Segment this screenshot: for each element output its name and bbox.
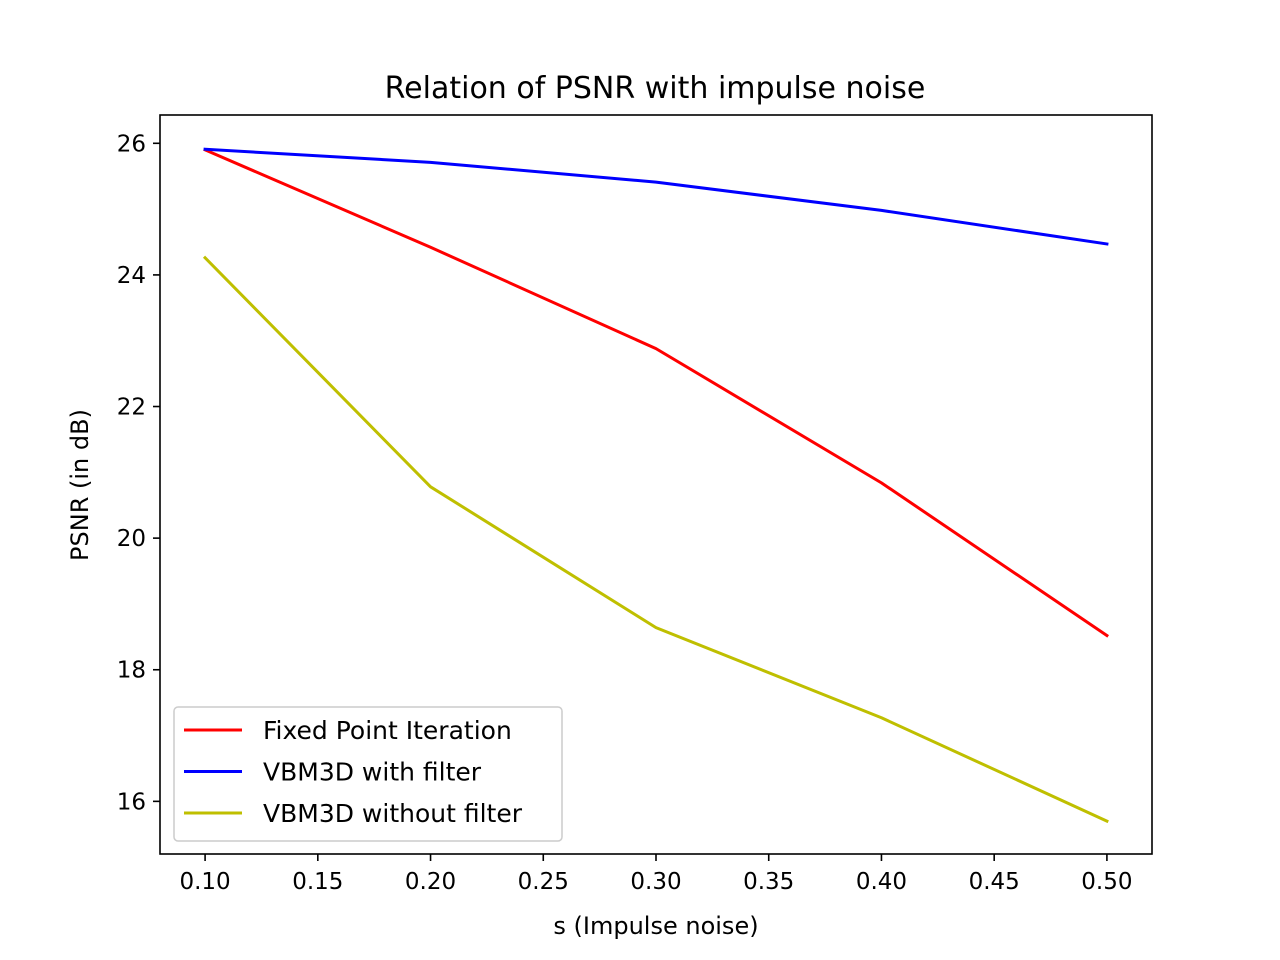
x-axis: 0.10 0.15 0.20 0.25 0.30 0.35 0.40 0.45 0.50 bbox=[179, 854, 1133, 895]
series-line-2 bbox=[203, 147, 1109, 246]
series-line-1 bbox=[203, 147, 1109, 638]
legend-box bbox=[173, 706, 563, 842]
legend-label: VBM3D without filter bbox=[263, 799, 523, 828]
legend: Fixed Point Iteration VBM3D with filter VB… bbox=[173, 706, 563, 842]
x-axis-label: s (Impulse noise) bbox=[553, 912, 758, 940]
x-tick-label: 0.40 bbox=[856, 869, 907, 895]
y-axis-label: PSNR (in dB) bbox=[66, 409, 94, 561]
y-tick-label: 22 bbox=[117, 395, 146, 421]
x-tick-label: 0.35 bbox=[743, 869, 794, 895]
x-tick-label: 0.45 bbox=[969, 869, 1020, 895]
x-tick-label: 0.20 bbox=[405, 869, 456, 895]
legend-items: Fixed Point Iteration VBM3D with filter VB… bbox=[184, 716, 523, 828]
x-tick-label: 0.15 bbox=[292, 869, 343, 895]
y-axis: 16 18 20 22 24 26 bbox=[117, 131, 160, 815]
y-tick-label: 24 bbox=[117, 263, 146, 289]
x-tick-label: 0.10 bbox=[179, 869, 230, 895]
y-tick-label: 20 bbox=[117, 526, 146, 552]
legend-label: VBM3D with filter bbox=[263, 758, 482, 787]
series-line-3 bbox=[202, 255, 1109, 824]
x-tick-label: 0.25 bbox=[518, 869, 569, 895]
series-layer bbox=[202, 147, 1109, 824]
x-tick-label: 0.50 bbox=[1081, 869, 1132, 895]
y-tick-label: 18 bbox=[117, 658, 146, 684]
chart-title: Relation of PSNR with impulse noise bbox=[385, 71, 926, 106]
legend-label: Fixed Point Iteration bbox=[263, 716, 512, 745]
y-tick-label: 16 bbox=[117, 789, 146, 815]
y-tick-label: 26 bbox=[117, 131, 146, 157]
x-tick-label: 0.30 bbox=[630, 869, 681, 895]
